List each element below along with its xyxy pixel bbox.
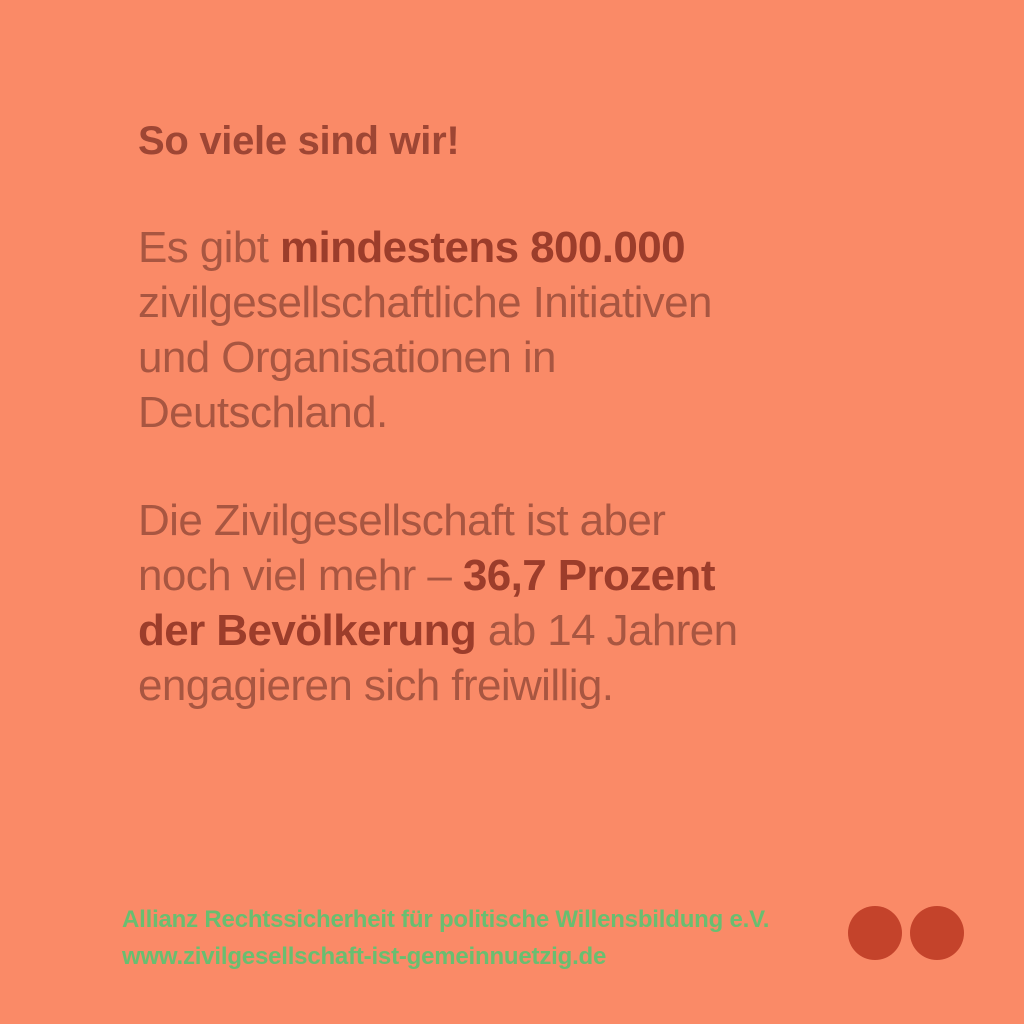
body-text-block: Es gibt mindestens 800.000 zivilgesellsch…: [138, 220, 998, 713]
body-segment: ab 14 Jahren: [476, 606, 738, 655]
body-line: und Organisationen in: [138, 330, 998, 385]
body-line: der Bevölkerung ab 14 Jahren: [138, 603, 998, 658]
body-line: Die Zivilgesellschaft ist aber: [138, 493, 998, 548]
footer-website-url: www.zivilgesellschaft-ist-gemeinnuetzig.…: [122, 943, 607, 970]
footer-organization-name: Allianz Rechtssicherheit für politische …: [122, 906, 770, 933]
body-segment: noch viel mehr –: [138, 551, 463, 600]
body-paragraph: Die Zivilgesellschaft ist aber noch viel …: [138, 493, 998, 713]
body-segment: zivilgesellschaftliche Initiativen: [138, 278, 712, 327]
headline: So viele sind wir!: [138, 119, 460, 163]
logo-dot-left: [848, 906, 902, 960]
body-line: Es gibt mindestens 800.000: [138, 220, 998, 275]
body-segment-bold: mindestens 800.000: [279, 223, 686, 272]
body-line: engagieren sich freiwillig.: [138, 658, 998, 713]
body-segment: engagieren sich freiwillig.: [138, 661, 614, 710]
body-segment: Die Zivilgesellschaft ist aber: [138, 496, 666, 545]
footer: Allianz Rechtssicherheit für politische …: [122, 901, 769, 975]
logo-dot-right: [910, 906, 964, 960]
body-segment: Deutschland.: [138, 388, 388, 437]
body-segment-bold: der Bevölkerung: [138, 606, 477, 655]
body-line: zivilgesellschaftliche Initiativen: [138, 275, 998, 330]
body-segment-bold: 36,7 Prozent: [462, 551, 716, 600]
body-line: noch viel mehr – 36,7 Prozent: [138, 548, 998, 603]
body-segment: und Organisationen in: [138, 333, 557, 382]
body-line: Deutschland.: [138, 385, 998, 440]
body-paragraph: Es gibt mindestens 800.000 zivilgesellsch…: [138, 220, 998, 440]
body-segment: Es gibt: [138, 223, 280, 272]
